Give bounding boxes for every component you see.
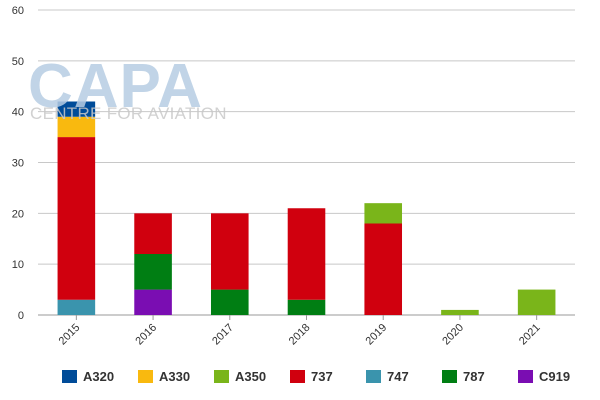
bar-segment-737-2019 [364,223,403,315]
bar-segment-737-2016 [134,213,172,254]
bar-segment-737-2017 [210,213,249,290]
x-tick-label: 2021 [517,322,543,348]
legend-swatch [366,369,381,383]
y-tick-label: 40 [12,107,24,119]
x-tick-label: 2019 [364,322,390,348]
bar-segment-a350-2019 [364,203,403,224]
x-tick-label: 2015 [57,322,83,348]
legend-item-a320[interactable]: A320 [62,366,114,386]
legend-swatch [62,369,77,383]
legend-swatch [290,369,305,383]
legend-item-a330[interactable]: A330 [138,366,190,386]
legend-item-737[interactable]: 737 [290,366,333,386]
bar-segment-a350-2021 [517,289,556,315]
legend-label: A350 [235,368,267,384]
bar-segment-a330-2015 [57,116,96,138]
bar-segment-a350-2020 [441,309,479,315]
bar-segment-787-2018 [287,299,326,315]
x-tick-label: 2016 [133,322,159,348]
legend-item-c919[interactable]: C919 [518,366,570,386]
bar-segment-747-2015 [57,299,96,315]
x-axis-tick-labels: 2015 2016 2017 2018 2019 2020 2021 [57,315,543,347]
legend-item-747[interactable]: 747 [366,366,409,386]
legend-swatch [442,369,457,383]
y-tick-label: 60 [12,5,24,17]
legend-swatch [138,369,153,383]
x-tick-label: 2018 [287,322,313,348]
legend-label: A330 [159,368,191,384]
bar-segment-c919-2016 [134,289,172,315]
legend-label: 787 [463,368,485,384]
bars [57,101,556,315]
legend-label: C919 [539,368,571,384]
legend-label: 747 [387,368,409,384]
y-axis-tick-labels: 0 10 20 30 40 50 60 [12,5,24,322]
y-tick-label: 20 [12,208,24,220]
legend-item-787[interactable]: 787 [442,366,485,386]
y-tick-label: 10 [12,259,24,271]
legend: A320 A330 A350 737 747 787 C919 [0,366,600,386]
x-tick-label: 2020 [440,322,466,348]
bar-segment-787-2016 [134,254,172,290]
legend-swatch [518,369,533,383]
y-tick-label: 0 [18,310,24,322]
bar-segment-a320-2015 [57,101,96,117]
legend-label: 737 [311,368,333,384]
legend-label: A320 [83,368,115,384]
y-tick-label: 50 [12,56,24,68]
legend-item-a350[interactable]: A350 [214,366,266,386]
legend-swatch [214,369,229,383]
bar-segment-737-2018 [287,208,326,300]
bar-segment-737-2015 [57,137,96,300]
bar-segment-787-2017 [210,289,249,315]
x-tick-label: 2017 [210,322,236,348]
y-tick-label: 30 [12,158,24,170]
